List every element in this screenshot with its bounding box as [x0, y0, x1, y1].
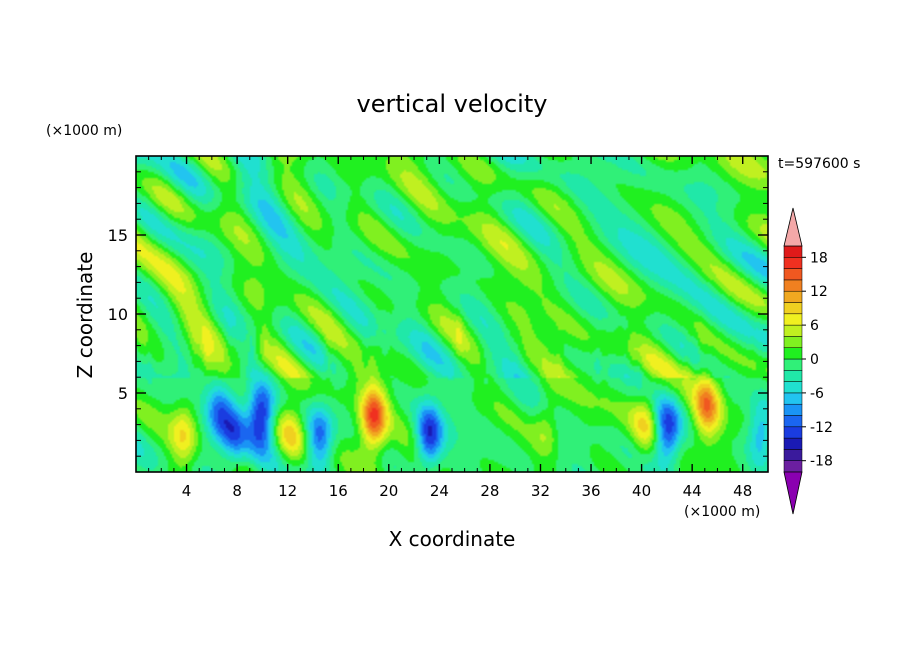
- colorbar-swatch: [783, 313, 803, 326]
- colorbar-tick-label: -18: [810, 454, 833, 470]
- colorbar-swatch: [783, 415, 803, 428]
- colorbar-swatch: [783, 449, 803, 461]
- colorbar-tick-label: 12: [810, 284, 828, 300]
- x-tick-label: 40: [632, 482, 651, 500]
- colorbar: 18 12 6 0 -6 -12 -18: [783, 207, 833, 515]
- x-tick-label: 16: [329, 482, 348, 500]
- colorbar-swatch: [783, 268, 803, 281]
- x-unit-label: (×1000 m): [684, 504, 760, 520]
- colorbar-swatch: [783, 336, 803, 348]
- x-tick-label: 48: [733, 482, 752, 500]
- x-tick-label: 4: [182, 482, 192, 500]
- chart-title: vertical velocity: [357, 90, 548, 118]
- colorbar-swatch: [783, 437, 803, 450]
- x-axis-ticks: 4 8 12 16 20 24 28 32 36 40 44 48: [148, 156, 756, 500]
- x-tick-label: 12: [278, 482, 297, 500]
- y-tick-label: 15: [108, 226, 128, 245]
- colorbar-tick-label: 6: [810, 318, 819, 334]
- colorbar-swatch: [783, 347, 803, 360]
- x-tick-label: 36: [581, 482, 600, 500]
- colorbar-tick-label: 0: [810, 352, 819, 368]
- y-axis-label: Z coordinate: [73, 252, 97, 379]
- x-axis-label: X coordinate: [389, 527, 516, 551]
- colorbar-swatch: [783, 302, 803, 315]
- colorbar-swatch: [783, 370, 803, 382]
- colorbar-tick-label: 18: [810, 250, 828, 266]
- colorbar-swatch: [783, 358, 803, 371]
- colorbar-swatch: [783, 257, 803, 269]
- time-label: t=597600 s: [778, 156, 860, 172]
- colorbar-swatch: [783, 324, 803, 337]
- colorbar-swatch: [783, 279, 803, 292]
- colorbar-extend-high: [783, 207, 803, 247]
- colorbar-swatch: [783, 392, 803, 405]
- colorbar-swatch: [783, 460, 803, 473]
- colorbar-swatch: [783, 290, 803, 303]
- colorbar-swatch: [783, 426, 803, 439]
- field-image: [136, 156, 768, 472]
- heatmap-field: [136, 156, 768, 472]
- x-tick-label: 44: [683, 482, 702, 500]
- y-axis-ticks: 5 10 15: [108, 171, 768, 457]
- colorbar-tick-label: -6: [810, 386, 824, 402]
- x-tick-label: 32: [531, 482, 550, 500]
- colorbar-swatch: [783, 403, 803, 416]
- colorbar-tick-label: -12: [810, 420, 833, 436]
- y-tick-label: 10: [108, 305, 128, 324]
- x-tick-label: 24: [430, 482, 449, 500]
- colorbar-swatch: [783, 381, 803, 394]
- x-tick-label: 8: [232, 482, 242, 500]
- colorbar-swatch: [783, 245, 803, 258]
- colorbar-extend-low: [783, 471, 803, 515]
- x-tick-label: 20: [379, 482, 398, 500]
- y-tick-label: 5: [118, 384, 128, 403]
- x-tick-label: 28: [480, 482, 499, 500]
- y-unit-label: (×1000 m): [46, 123, 122, 139]
